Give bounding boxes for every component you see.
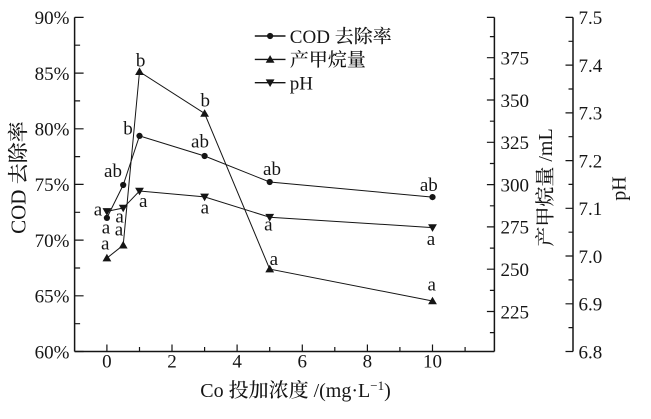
svg-text:6.9: 6.9 — [579, 295, 603, 316]
svg-text:6.8: 6.8 — [579, 342, 603, 363]
svg-text:ab: ab — [263, 159, 281, 180]
svg-text:ab: ab — [104, 161, 122, 182]
svg-text:4: 4 — [232, 352, 242, 373]
svg-text:250: 250 — [501, 260, 530, 281]
svg-text:375: 375 — [501, 49, 530, 70]
svg-text:7.5: 7.5 — [579, 8, 603, 29]
svg-text:7.0: 7.0 — [579, 247, 603, 268]
svg-text:7.4: 7.4 — [579, 56, 603, 77]
svg-text:/mL: /mL — [535, 128, 557, 161]
svg-text:ab: ab — [420, 175, 438, 196]
svg-text:65%: 65% — [35, 287, 70, 308]
svg-text:225: 225 — [501, 302, 530, 323]
svg-text:a: a — [427, 229, 436, 250]
svg-text:b: b — [136, 50, 146, 71]
svg-text:325: 325 — [501, 133, 530, 154]
svg-text:7.2: 7.2 — [579, 151, 603, 172]
svg-text:300: 300 — [501, 175, 530, 196]
svg-text:90%: 90% — [35, 8, 70, 29]
svg-text:ab: ab — [191, 132, 209, 153]
svg-text:6: 6 — [298, 352, 308, 373]
svg-text:a: a — [270, 249, 279, 270]
svg-text:75%: 75% — [35, 175, 70, 196]
svg-text:a: a — [139, 191, 148, 212]
svg-text:10: 10 — [423, 352, 442, 373]
svg-text:a: a — [115, 220, 124, 241]
svg-text:COD: COD — [290, 27, 330, 48]
svg-text:2: 2 — [167, 352, 177, 373]
svg-text:a: a — [264, 215, 273, 236]
svg-text:7.3: 7.3 — [579, 104, 603, 125]
svg-text:a: a — [427, 274, 436, 295]
svg-text:0: 0 — [102, 352, 112, 373]
svg-text:a: a — [94, 199, 103, 220]
svg-text:70%: 70% — [35, 231, 70, 252]
svg-text:275: 275 — [501, 218, 530, 239]
svg-text:a: a — [201, 198, 210, 219]
svg-text:7.1: 7.1 — [579, 199, 603, 220]
svg-text:b: b — [201, 91, 211, 112]
svg-text:pH: pH — [609, 176, 631, 200]
svg-text:a: a — [102, 218, 111, 239]
svg-text:8: 8 — [363, 352, 373, 373]
svg-text:60%: 60% — [35, 342, 70, 363]
svg-text:b: b — [123, 119, 133, 140]
svg-text:85%: 85% — [35, 64, 70, 85]
svg-text:80%: 80% — [35, 120, 70, 141]
svg-text:COD: COD — [7, 190, 31, 234]
svg-text:pH: pH — [290, 74, 314, 95]
svg-text:350: 350 — [501, 91, 530, 112]
svg-text:a: a — [101, 234, 110, 255]
svg-text:a: a — [115, 206, 124, 227]
svg-text:Co: Co — [200, 380, 223, 402]
